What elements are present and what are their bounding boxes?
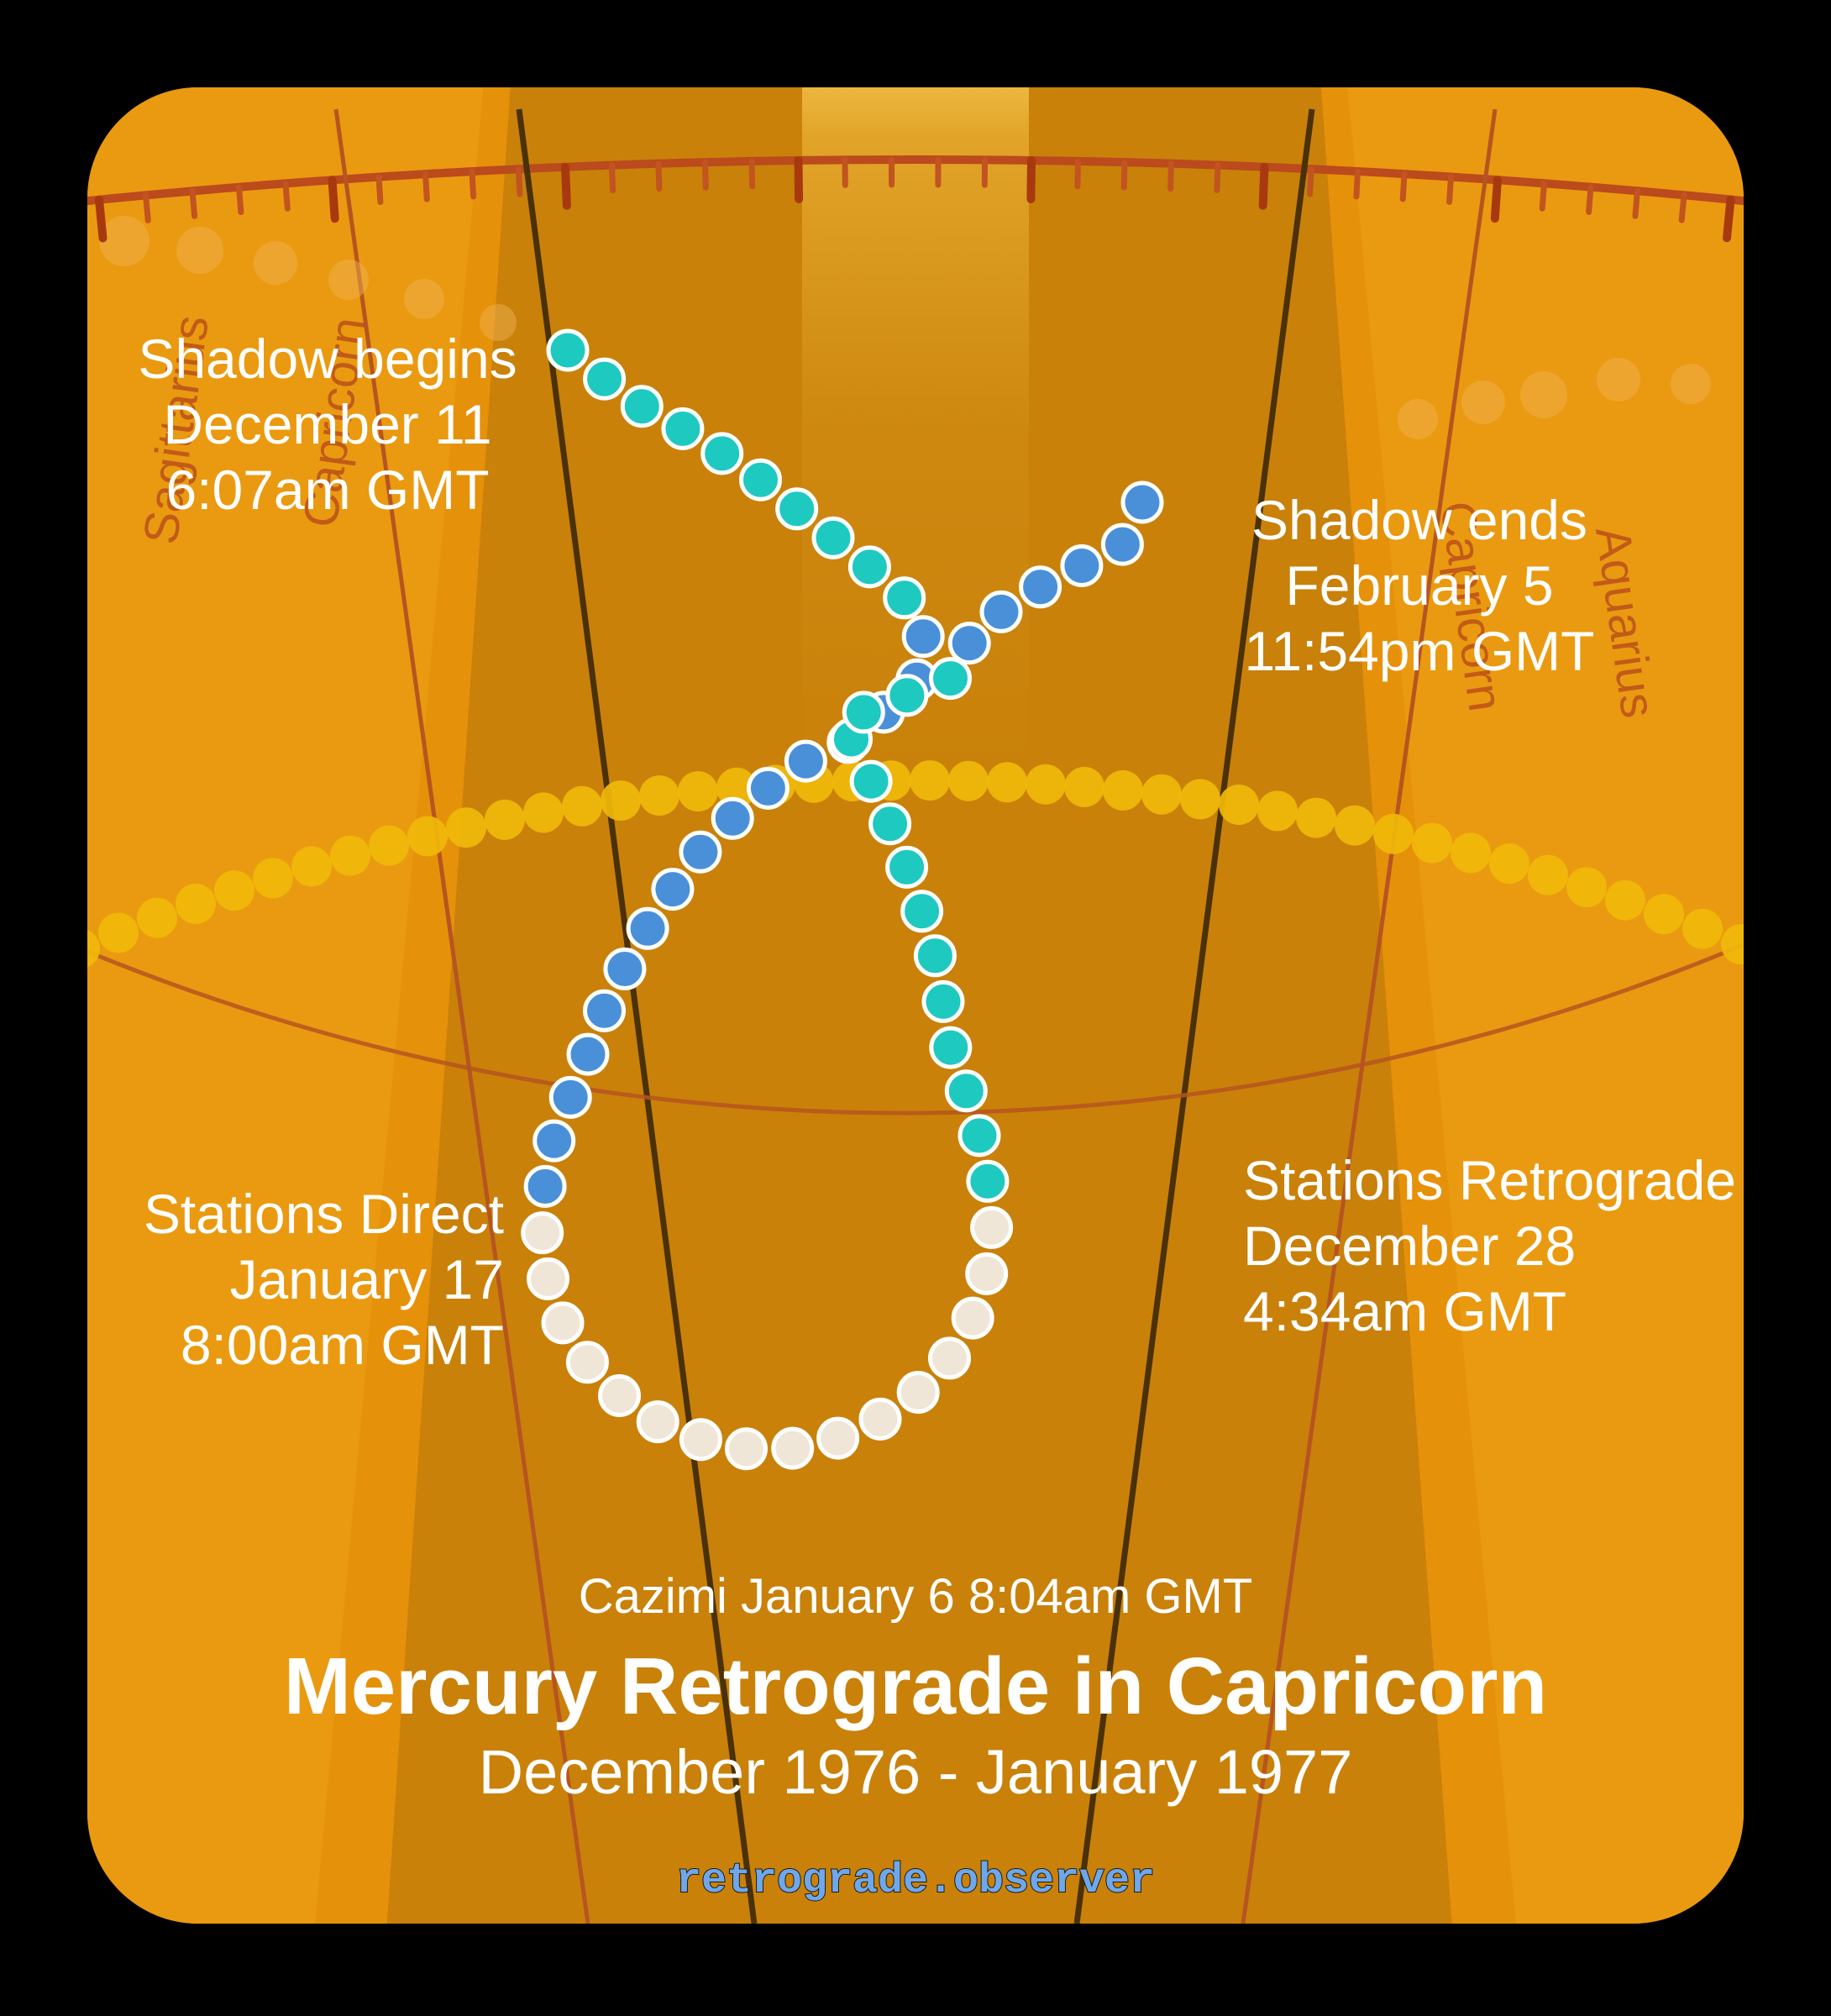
- svg-text:Stations Direct: Stations Direct: [144, 1183, 504, 1245]
- svg-text:retrograde.observer: retrograde.observer: [676, 1857, 1155, 1905]
- svg-text:January 17: January 17: [229, 1248, 504, 1310]
- svg-text:Shadow begins: Shadow begins: [138, 328, 517, 390]
- svg-text:4:34am GMT: 4:34am GMT: [1243, 1280, 1566, 1342]
- svg-text:December 11: December 11: [163, 393, 491, 455]
- svg-text:December 28: December 28: [1243, 1215, 1576, 1277]
- svg-text:Shadow ends: Shadow ends: [1251, 489, 1587, 551]
- svg-text:8:00am GMT: 8:00am GMT: [181, 1314, 504, 1376]
- svg-text:6:07am GMT: 6:07am GMT: [165, 459, 489, 521]
- svg-text:Cazimi January 6 8:04am GMT: Cazimi January 6 8:04am GMT: [579, 1569, 1253, 1624]
- svg-text:Stations Retrograde: Stations Retrograde: [1243, 1149, 1736, 1211]
- svg-text:December 1976 - January 1977: December 1976 - January 1977: [479, 1737, 1353, 1807]
- svg-text:Mercury Retrograde in Capricor: Mercury Retrograde in Capricorn: [284, 1641, 1547, 1731]
- svg-text:February 5: February 5: [1285, 554, 1553, 617]
- svg-text:11:54pm GMT: 11:54pm GMT: [1245, 620, 1595, 682]
